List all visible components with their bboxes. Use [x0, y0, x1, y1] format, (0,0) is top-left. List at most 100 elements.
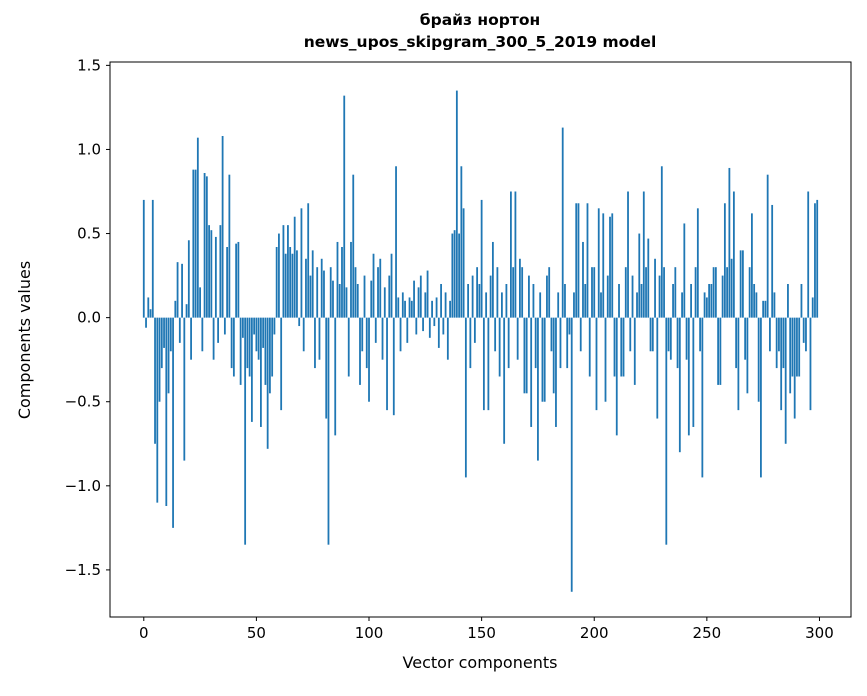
bar	[665, 317, 668, 545]
bar	[332, 280, 334, 318]
bar	[712, 267, 715, 318]
bar	[237, 241, 240, 318]
bar	[318, 317, 321, 360]
bar	[669, 317, 672, 360]
bar	[811, 297, 814, 318]
bar	[798, 317, 801, 377]
chart-title-line2: news_upos_skipgram_300_5_2019 model	[304, 33, 657, 51]
bar	[676, 317, 679, 369]
bar	[201, 317, 204, 352]
bar	[561, 127, 564, 318]
bar	[480, 199, 483, 318]
bar	[415, 317, 418, 335]
bar	[755, 292, 758, 318]
bar	[250, 317, 253, 422]
bar	[347, 317, 350, 377]
bar	[510, 191, 512, 318]
bar	[336, 241, 339, 318]
bar	[482, 317, 485, 411]
bar	[593, 267, 596, 318]
bar	[744, 317, 747, 360]
bar	[503, 317, 506, 444]
bar	[359, 317, 361, 385]
bar	[496, 267, 499, 318]
bar	[550, 317, 553, 352]
bar	[293, 216, 296, 318]
bar	[424, 292, 427, 318]
x-tick-label: 200	[580, 624, 609, 642]
x-tick-label: 50	[247, 624, 266, 642]
bar	[408, 297, 411, 318]
bar	[557, 292, 560, 318]
bar	[323, 270, 325, 318]
bar	[194, 169, 197, 318]
bar	[345, 287, 348, 318]
bar	[573, 292, 575, 318]
y-tick-label: −0.5	[65, 393, 101, 411]
bar	[158, 317, 161, 402]
bar	[325, 317, 328, 419]
bar	[300, 208, 303, 318]
bar	[341, 247, 343, 318]
bar	[273, 317, 276, 335]
bar	[462, 208, 465, 318]
bar	[546, 275, 548, 318]
bar	[183, 317, 186, 461]
y-tick-label: 0.0	[77, 309, 101, 327]
bar	[683, 223, 686, 318]
bar	[271, 317, 274, 377]
bar	[255, 317, 258, 352]
bar	[210, 230, 213, 318]
bar	[575, 203, 578, 318]
bar	[181, 263, 183, 318]
bar	[696, 208, 699, 318]
bar	[278, 233, 280, 318]
bar	[800, 284, 803, 318]
bar	[433, 317, 436, 327]
bar	[654, 258, 656, 318]
bar	[327, 317, 330, 545]
bar	[368, 317, 370, 402]
plot-spines	[109, 61, 852, 618]
bar	[629, 317, 632, 352]
bar	[714, 267, 717, 318]
bar	[395, 166, 397, 318]
bar	[485, 292, 488, 318]
bar	[663, 267, 665, 318]
bar	[151, 199, 154, 318]
bar	[595, 317, 598, 411]
bar	[651, 317, 654, 352]
bar	[507, 317, 510, 369]
bar	[658, 275, 661, 318]
bar	[579, 317, 582, 352]
bar	[269, 317, 271, 394]
bar	[388, 275, 391, 318]
bar	[681, 292, 683, 318]
bar	[419, 275, 422, 318]
bar	[732, 191, 735, 318]
x-axis-label: Vector components	[403, 653, 558, 672]
bar	[451, 233, 454, 318]
bar	[685, 317, 688, 360]
bar	[597, 208, 600, 318]
bar	[154, 317, 156, 444]
bar	[649, 317, 652, 352]
bar	[329, 267, 332, 318]
bar	[478, 284, 481, 318]
bar	[361, 317, 364, 352]
bar	[187, 240, 190, 318]
bar	[723, 203, 726, 318]
y-tick-label: −1.0	[65, 477, 101, 495]
bar	[751, 213, 753, 318]
bar	[156, 317, 159, 503]
bar	[588, 317, 591, 377]
bar	[793, 317, 796, 419]
bar	[512, 267, 515, 318]
bar	[446, 317, 449, 360]
bar	[498, 317, 501, 377]
bar	[280, 317, 283, 411]
bar	[178, 317, 181, 343]
bar	[343, 95, 346, 318]
bar	[660, 166, 663, 318]
bar	[791, 317, 794, 377]
